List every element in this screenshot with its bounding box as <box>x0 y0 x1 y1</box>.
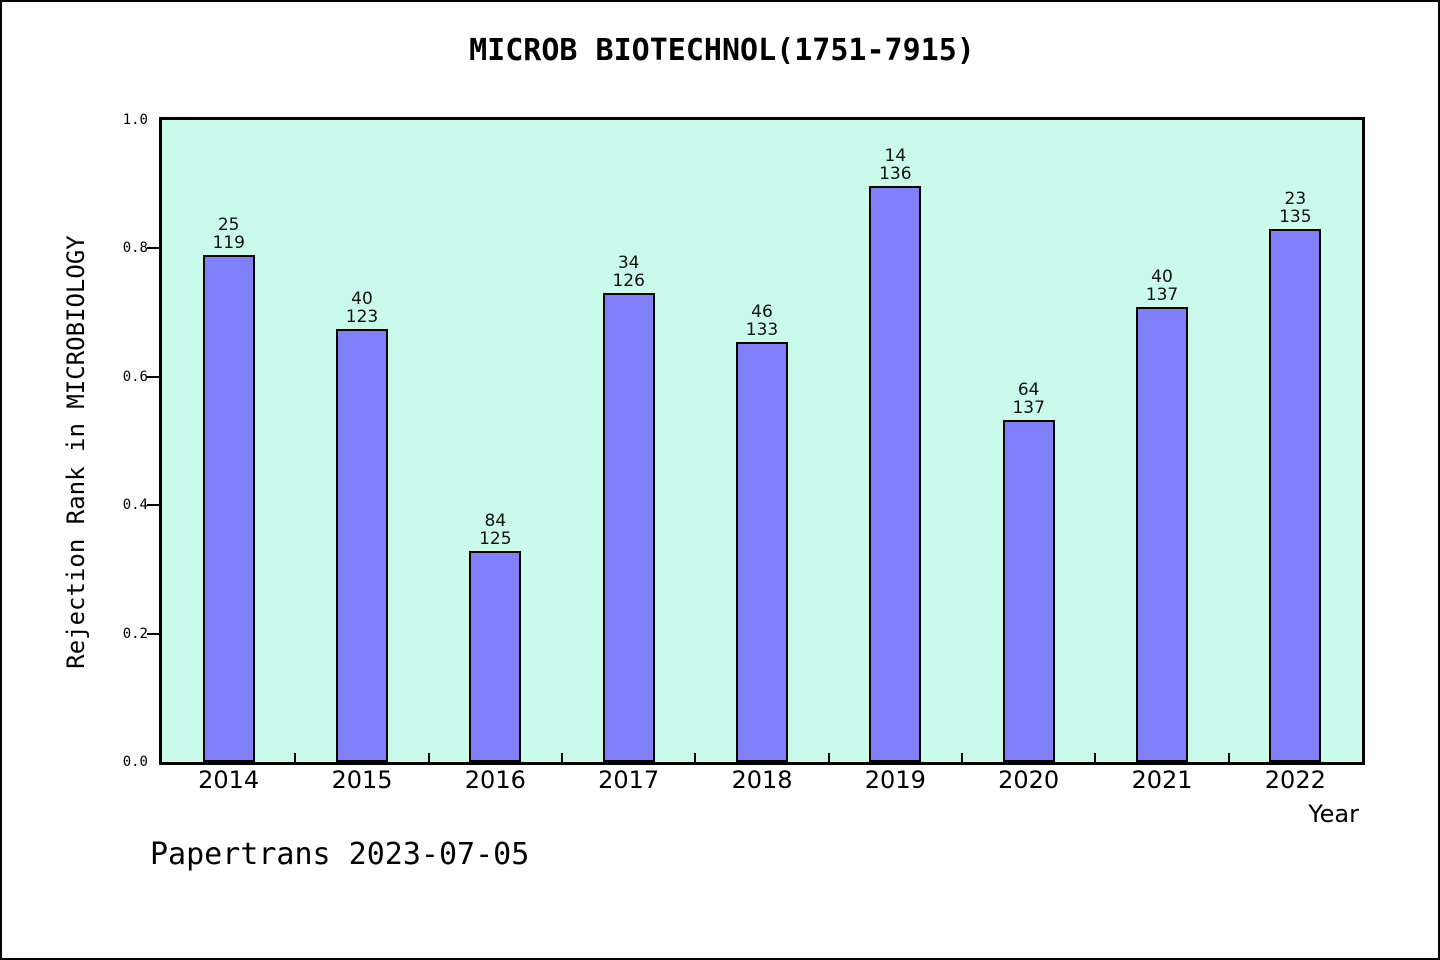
bar-2021 <box>1136 307 1188 762</box>
bar-total-value: 123 <box>345 307 379 327</box>
x-tick-label-2015: 2015 <box>331 766 393 794</box>
bar-2016 <box>469 551 522 762</box>
x-tick-label-2020: 2020 <box>998 766 1060 794</box>
bar-total-value: 125 <box>479 529 512 549</box>
bar-2014 <box>202 255 255 762</box>
y-tick-label-0.6: 0.6 <box>122 368 148 385</box>
bar-total-value: 135 <box>1279 207 1312 227</box>
x-axis-tick <box>561 753 563 762</box>
bar-2015 <box>336 329 388 762</box>
y-tick-label-1.0: 1.0 <box>122 112 148 128</box>
bar-total-value: 133 <box>745 320 779 340</box>
bar-value-label-2020: 64 137 <box>962 381 1095 417</box>
bar-rank-value: 34 <box>617 253 640 273</box>
x-axis-tick <box>427 753 430 762</box>
bar-rank-value: 14 <box>884 146 907 166</box>
watermark-text: Papertrans 2023-07-05 <box>150 837 530 872</box>
x-axis-tick <box>294 753 297 762</box>
y-axis-tick <box>147 375 159 378</box>
x-axis-tick <box>961 753 963 762</box>
bar-value-label-2017: 34 126 <box>562 254 695 290</box>
bar-rank-value: 46 <box>751 302 773 322</box>
bar-value-label-2022: 23 135 <box>1229 190 1362 226</box>
y-tick-label-0.8: 0.8 <box>122 240 148 257</box>
y-axis-tick <box>147 504 159 507</box>
x-tick-label-2019: 2019 <box>864 766 926 794</box>
bar-rank-value: 64 <box>1017 380 1040 400</box>
bar-2017 <box>602 293 655 762</box>
bar-value-label-2014: 25 119 <box>162 216 295 252</box>
x-axis-tick <box>1227 753 1230 762</box>
y-axis-tick <box>147 632 159 635</box>
bar-2018 <box>736 342 788 762</box>
x-tick-label-2014: 2014 <box>198 766 260 794</box>
x-axis-tick <box>1094 753 1097 762</box>
bar-total-value: 136 <box>879 164 912 184</box>
x-axis-tick <box>827 753 830 762</box>
y-axis-tick <box>147 247 159 250</box>
bar-2022 <box>1269 229 1322 762</box>
x-axis-title: Year <box>1308 800 1359 828</box>
bar-total-value: 119 <box>212 233 245 253</box>
bar-2019 <box>869 186 922 762</box>
x-tick-label-2017: 2017 <box>598 766 660 794</box>
y-tick-label-0.2: 0.2 <box>122 625 148 642</box>
bar-2020 <box>1002 420 1055 762</box>
bar-total-value: 126 <box>612 271 645 291</box>
x-tick-label-2021: 2021 <box>1131 766 1193 794</box>
x-tick-label-2022: 2022 <box>1264 766 1326 794</box>
bar-total-value: 137 <box>1012 398 1045 418</box>
chart-title: MICROB BIOTECHNOL(1751-7915) <box>469 33 975 68</box>
x-tick-label-2016: 2016 <box>464 766 526 794</box>
bar-rank-value: 84 <box>484 511 507 531</box>
bar-value-label-2015: 40 123 <box>295 290 428 326</box>
bar-value-label-2016: 84 125 <box>429 512 562 548</box>
bar-rank-value: 40 <box>1151 267 1173 287</box>
bar-value-label-2019: 14 136 <box>829 147 962 183</box>
bar-total-value: 137 <box>1145 285 1179 305</box>
y-axis-title: Rejection Rank in MICROBIOLOGY <box>62 235 90 669</box>
y-tick-label-0.4: 0.4 <box>122 497 148 514</box>
plot-area: 25 119 40 123 84 125 34 126 46 133 14 136 64 137 40 137… <box>147 117 1365 765</box>
bar-value-label-2021: 40 137 <box>1095 268 1228 304</box>
x-axis-tick <box>694 753 697 762</box>
bar-rank-value: 40 <box>351 289 373 309</box>
bar-rank-value: 25 <box>217 215 240 235</box>
y-tick-label-0.0: 0.0 <box>122 754 148 770</box>
x-tick-label-2018: 2018 <box>731 766 793 794</box>
bar-rank-value: 23 <box>1284 189 1307 209</box>
bar-value-label-2018: 46 133 <box>695 303 828 339</box>
